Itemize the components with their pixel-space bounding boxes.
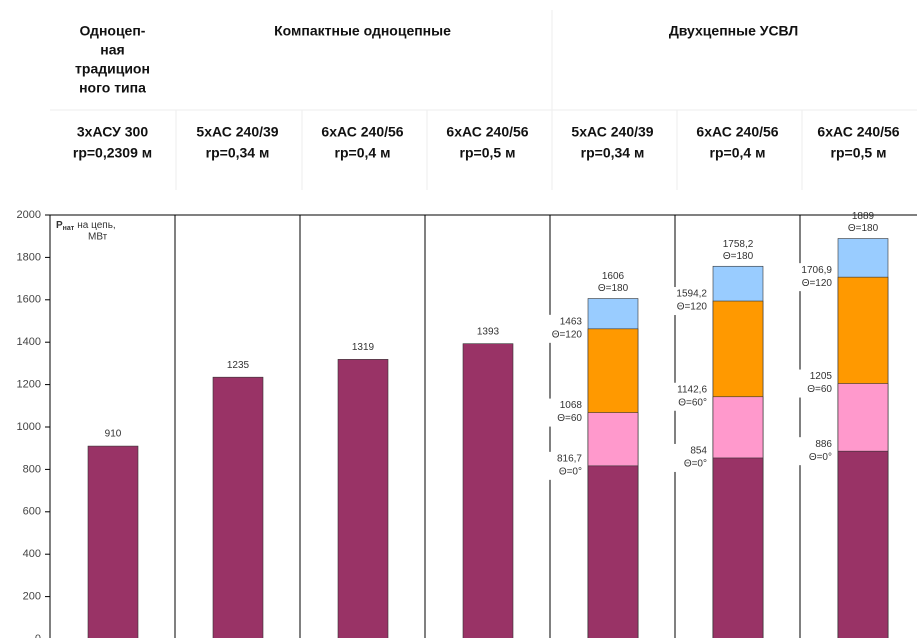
group-header: Двухцепные УСВЛ — [669, 23, 798, 39]
bar — [587, 465, 639, 638]
wire-type: rр=0,5 м — [831, 145, 887, 161]
bar — [462, 343, 514, 638]
data-label: 1319 — [352, 342, 375, 353]
label-bg — [546, 314, 582, 343]
y-tick-label: 600 — [23, 506, 41, 518]
wire-type: rр=0,34 м — [581, 145, 645, 161]
wire-type: rр=0,34 м — [206, 145, 270, 161]
theta-label: Θ=0° — [684, 459, 707, 470]
bar — [337, 359, 389, 638]
group-header: Компактные одноцепные — [274, 23, 451, 39]
theta-label: Θ=120 — [802, 278, 833, 289]
data-label: 816,7 — [557, 454, 582, 465]
wire-type: 3хАСУ 300 — [77, 124, 148, 140]
group-header: ного типа — [79, 80, 146, 96]
data-label: 886 — [815, 439, 832, 450]
group-header: Одноцеп- — [80, 23, 146, 39]
y-tick-label: 200 — [23, 591, 41, 603]
group-header: традицион — [75, 61, 150, 77]
data-label: 1758,2 — [723, 239, 754, 250]
theta-label: Θ=0° — [559, 467, 582, 478]
data-label: 1706,9 — [801, 265, 832, 276]
y-tick-label: 1800 — [17, 251, 41, 263]
theta-label: Θ=180 — [848, 223, 879, 234]
theta-label: Θ=0° — [809, 452, 832, 463]
group-header: ная — [100, 42, 124, 58]
y-axis-label: Pнат на цепь, — [56, 220, 116, 232]
label-bg — [671, 382, 707, 411]
y-label-symbol: P — [56, 220, 63, 231]
data-label: 1594,2 — [676, 289, 707, 300]
y-tick-label: 800 — [23, 463, 41, 475]
data-label: 1068 — [560, 400, 583, 411]
wire-type: 6хАС 240/56 — [321, 124, 403, 140]
bar — [87, 445, 139, 638]
wire-type: rр=0,5 м — [460, 145, 516, 161]
label-bg — [546, 451, 582, 480]
y-label-text: на цепь, — [77, 220, 115, 231]
y-tick-label: 2000 — [17, 209, 41, 221]
data-label: 854 — [690, 446, 707, 457]
y-axis-unit: МВт — [88, 232, 108, 243]
wire-type: rр=0,4 м — [710, 145, 766, 161]
data-label: 1205 — [810, 371, 833, 382]
y-label-subscript: нат — [63, 225, 75, 232]
y-tick-label: 1200 — [17, 379, 41, 391]
y-tick-label: 1400 — [17, 336, 41, 348]
wire-type: 6хАС 240/56 — [446, 124, 528, 140]
theta-label: Θ=120 — [552, 329, 583, 340]
label-bg — [796, 263, 832, 292]
data-label: 1393 — [477, 326, 500, 337]
wire-type: rр=0,4 м — [335, 145, 391, 161]
label-bg — [796, 437, 832, 466]
wire-type: 5хАС 240/39 — [196, 124, 278, 140]
wire-type: 6хАС 240/56 — [696, 124, 778, 140]
wire-type: rр=0,2309 м — [73, 145, 152, 161]
theta-label: Θ=120 — [677, 302, 708, 313]
data-label: 1463 — [560, 316, 583, 327]
data-label: 1235 — [227, 360, 250, 371]
y-tick-label: 1600 — [17, 294, 41, 306]
data-label: 1606 — [602, 271, 625, 282]
theta-label: Θ=60° — [678, 397, 707, 408]
data-label: 1142,6 — [677, 384, 707, 395]
theta-label: Θ=60 — [807, 384, 832, 395]
theta-label: Θ=60 — [557, 413, 582, 424]
bar — [212, 376, 264, 638]
label-bg — [546, 398, 582, 427]
wire-type: 6хАС 240/56 — [817, 124, 899, 140]
theta-label: Θ=180 — [723, 251, 754, 262]
y-tick-label: 1000 — [17, 421, 41, 433]
theta-label: Θ=180 — [598, 283, 629, 294]
data-label: 1889 — [852, 211, 875, 222]
label-bg — [671, 443, 707, 472]
label-bg — [796, 369, 832, 398]
bar — [712, 457, 764, 638]
y-tick-label: 0 — [35, 633, 41, 638]
y-tick-label: 400 — [23, 548, 41, 560]
wire-type: 5хАС 240/39 — [571, 124, 653, 140]
data-label: 910 — [105, 429, 122, 440]
bar — [837, 450, 889, 638]
label-bg — [671, 287, 707, 316]
